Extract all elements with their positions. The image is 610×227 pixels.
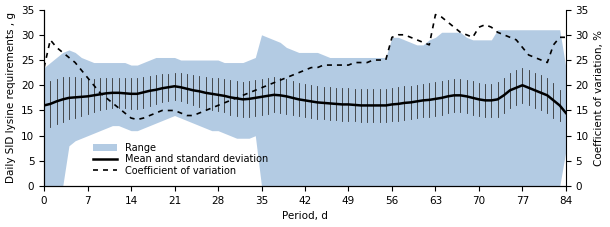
- Y-axis label: Daily SID lysine requirements , g: Daily SID lysine requirements , g: [5, 12, 16, 183]
- Y-axis label: Coefficient of variation, %: Coefficient of variation, %: [594, 30, 605, 166]
- Legend: Range, Mean and standard deviation, Coefficient of variation: Range, Mean and standard deviation, Coef…: [91, 141, 270, 178]
- X-axis label: Period, d: Period, d: [282, 211, 328, 222]
